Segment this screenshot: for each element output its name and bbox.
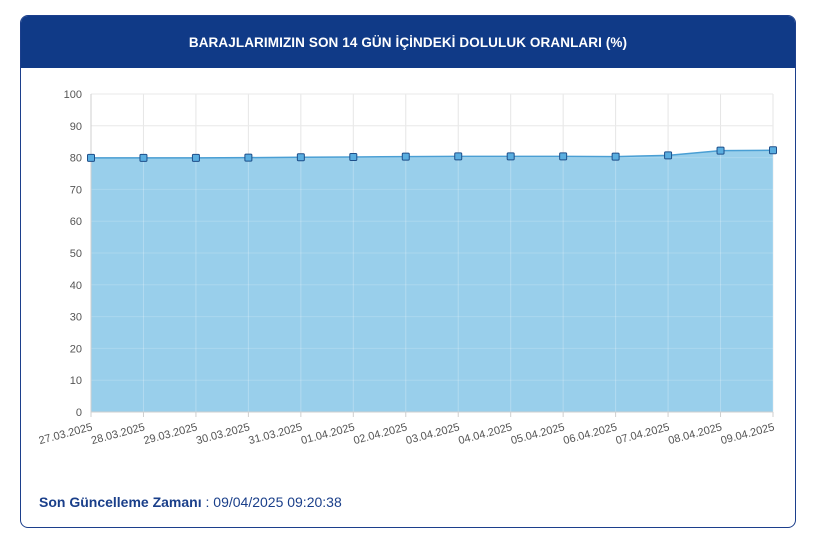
- y-tick-label: 30: [70, 312, 82, 324]
- y-tick-label: 60: [70, 216, 82, 228]
- y-tick-label: 10: [70, 375, 82, 387]
- y-tick-label: 70: [70, 184, 82, 196]
- x-tick-label: 01.04.2025: [300, 421, 356, 447]
- data-point: [769, 146, 777, 155]
- data-point: [191, 153, 200, 162]
- x-tick-label: 27.03.2025: [37, 421, 93, 447]
- last-update-value: 09/04/2025 09:20:38: [213, 494, 342, 510]
- data-point: [664, 151, 673, 160]
- data-point: [244, 153, 253, 162]
- series-line: [91, 149, 774, 159]
- y-tick-label: 100: [64, 89, 82, 101]
- y-tick-label: 40: [70, 280, 82, 292]
- y-tick-label: 20: [70, 343, 82, 355]
- last-update-label: Son Güncelleme Zamanı: [39, 494, 202, 510]
- chart-title: BARAJLARIMIZIN SON 14 GÜN İÇİNDEKİ DOLUL…: [188, 34, 628, 50]
- x-tick-label: 03.04.2025: [405, 421, 461, 447]
- data-point: [87, 153, 95, 162]
- data-point: [139, 153, 148, 162]
- x-tick-label: 05.04.2025: [510, 421, 566, 447]
- x-tick-label: 30.03.2025: [195, 421, 251, 447]
- series-area: [91, 150, 773, 412]
- data-point: [506, 152, 515, 161]
- last-update: Son Güncelleme Zamanı : 09/04/2025 09:20…: [39, 494, 342, 510]
- data-point: [559, 152, 568, 161]
- x-tick-label: 02.04.2025: [352, 421, 408, 447]
- y-tick-label: 80: [70, 153, 82, 165]
- x-tick-label: 06.04.2025: [562, 421, 618, 447]
- data-point: [349, 152, 358, 161]
- x-tick-label: 29.03.2025: [142, 421, 198, 447]
- y-tick-label: 0: [76, 407, 82, 419]
- data-point: [454, 152, 463, 161]
- data-point: [611, 152, 620, 161]
- x-tick-label: 04.04.2025: [457, 421, 513, 447]
- y-tick-label: 90: [70, 121, 82, 133]
- x-tick-label: 28.03.2025: [90, 421, 146, 447]
- last-update-separator: :: [201, 494, 214, 510]
- data-point: [716, 146, 725, 155]
- x-tick-label: 07.04.2025: [615, 421, 671, 447]
- card-header: BARAJLARIMIZIN SON 14 GÜN İÇİNDEKİ DOLUL…: [21, 16, 795, 68]
- x-tick-label: 31.03.2025: [247, 421, 303, 447]
- x-tick-label: 09.04.2025: [719, 421, 775, 447]
- data-point: [401, 152, 410, 161]
- data-point: [296, 153, 305, 162]
- y-tick-label: 50: [70, 248, 82, 260]
- x-tick-label: 08.04.2025: [667, 421, 723, 447]
